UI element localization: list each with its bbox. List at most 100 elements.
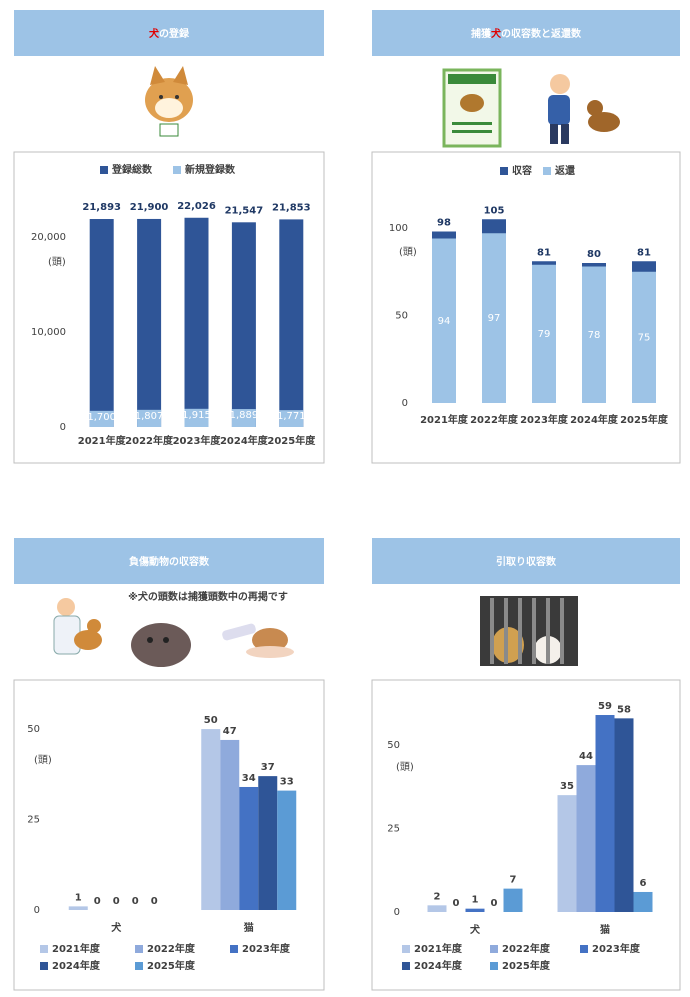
bar [532,264,556,403]
panel-title: 犬の登録 [149,27,190,40]
y-tick-label: 0 [34,905,40,916]
x-tick-label: 2022年度 [470,413,519,426]
value-label: 0 [94,896,101,907]
legend-swatch [580,945,588,953]
legend-swatch [490,962,498,970]
value-label: 0 [113,896,120,907]
value-label: 80 [587,249,601,260]
title-part: 犬 [491,27,502,40]
value-label: 50 [204,715,218,726]
bar [279,410,304,427]
x-tick-label: 2023年度 [173,434,222,447]
y-tick-label: 100 [389,223,408,234]
bar [557,795,577,912]
title-part: 犬 [149,27,160,40]
value-label: 0 [453,898,460,909]
legend-label: 2021年度 [52,942,101,955]
bar [576,765,596,912]
value-label: 1,771 [277,411,306,422]
bar [89,410,114,427]
legend-swatch [173,166,181,174]
y-tick-label: 0 [402,398,408,409]
y-axis-unit: (頭) [399,246,417,258]
bar [239,786,259,910]
value-label: 58 [617,704,631,715]
bar [432,238,456,403]
y-axis-unit: (頭) [34,754,52,766]
value-label: 1 [472,895,479,906]
bar [137,218,162,427]
bar [277,790,297,910]
x-tick-label: 2021年度 [420,413,469,426]
value-label: 33 [280,777,294,788]
value-label: 6 [640,878,647,889]
value-label: 37 [261,762,275,773]
value-label: 1,889 [230,410,259,421]
y-tick-label: 0 [394,907,400,918]
value-label: 47 [223,726,237,737]
bar [595,715,615,912]
title-part: 負傷動物の収容数 [129,555,210,568]
x-tick-label: 2022年度 [125,434,174,447]
bar [184,217,209,427]
x-tick-label: 猫 [600,923,610,936]
chart-frame [13,151,325,464]
bar [231,409,256,427]
title-part: の登録 [159,27,190,40]
bar [201,729,221,910]
bar [137,409,162,427]
value-label: 21,853 [272,202,311,213]
y-tick-label: 25 [27,815,40,826]
legend-swatch [40,945,48,953]
legend-label: 2021年度 [414,942,463,955]
legend-swatch [500,167,508,175]
value-label: 94 [438,316,451,327]
value-label: 21,547 [225,205,264,216]
bar [220,739,240,910]
legend-swatch [135,962,143,970]
value-label: 81 [637,247,651,258]
value-label: 21,893 [82,202,121,213]
legend-swatch [135,945,143,953]
bar [184,408,209,427]
title-part: 捕獲 [471,27,492,40]
bar [427,905,447,912]
bar [68,906,88,910]
legend-swatch [100,166,108,174]
legend-swatch [402,945,410,953]
bar [231,222,256,427]
y-tick-label: 50 [395,311,408,322]
x-tick-label: 2025年度 [267,434,316,447]
value-label: 105 [484,205,505,216]
y-axis-unit: (頭) [48,256,66,268]
value-label: 34 [242,773,256,784]
title-part: の収容数と返還数 [501,27,582,40]
y-tick-label: 25 [387,824,400,835]
value-label: 2 [434,891,441,902]
bar [614,718,634,912]
value-label: 1,807 [135,411,164,422]
chart-frame [371,151,681,464]
legend-label: 2024年度 [414,959,463,972]
y-tick-label: 50 [27,724,40,735]
x-tick-label: 犬 [470,923,481,936]
bar [632,271,656,403]
legend-label: 新規登録数 [185,163,236,176]
panel-header [372,10,680,56]
dog-illustration [145,66,193,137]
legend-label: 2023年度 [242,942,291,955]
bar [482,233,506,403]
x-tick-label: 2023年度 [520,413,569,426]
legend-label: 2023年度 [592,942,641,955]
panel-header [372,538,680,584]
legend-swatch [543,167,551,175]
note: ※犬の頭数は捕獲頭数中の再掲です [128,590,288,603]
legend-label: 返還 [555,164,576,177]
legend-label: 2024年度 [52,959,101,972]
x-tick-label: 2025年度 [620,413,669,426]
value-label: 1,915 [182,410,211,421]
poster-illustration [442,68,502,148]
value-label: 0 [132,896,139,907]
x-tick-label: 犬 [111,921,122,934]
y-tick-label: 20,000 [31,232,66,243]
